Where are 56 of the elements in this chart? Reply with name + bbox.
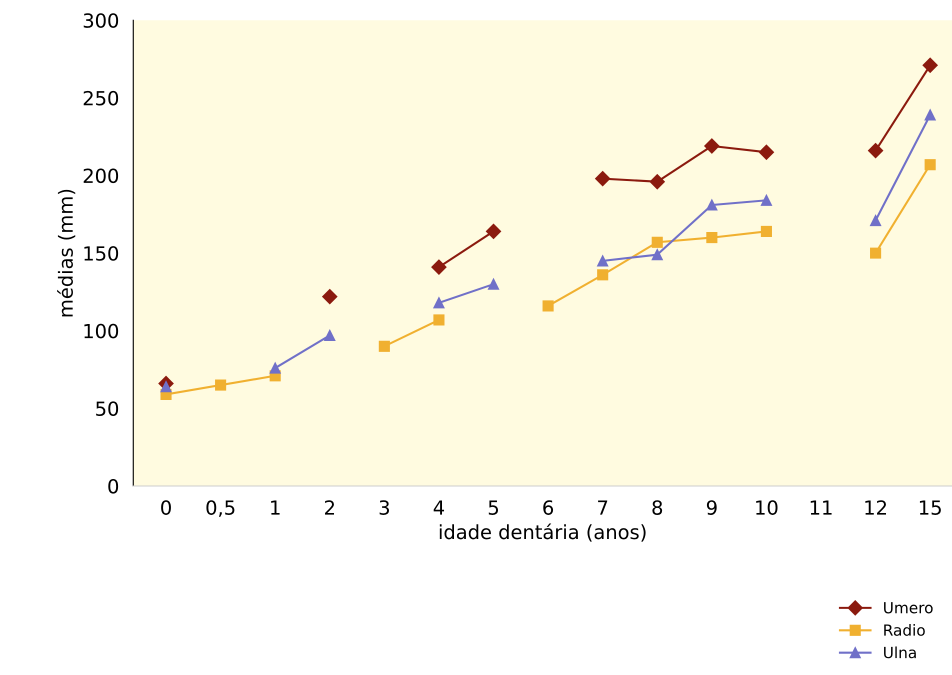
x-tick-label: 1 — [271, 500, 280, 515]
point — [652, 236, 663, 248]
point — [760, 194, 772, 206]
point — [542, 300, 554, 312]
x-tick-label: 8 — [652, 500, 662, 515]
point — [922, 58, 938, 73]
point — [322, 289, 338, 304]
point — [868, 143, 884, 158]
y-tick-label: 300 — [84, 13, 118, 28]
point — [760, 226, 772, 237]
point — [433, 297, 444, 308]
point — [706, 199, 718, 211]
point — [488, 278, 500, 290]
point — [378, 340, 390, 352]
point — [706, 232, 718, 244]
x-tick-label: 2 — [325, 500, 334, 515]
point — [704, 138, 720, 154]
x-tick-label: 0 — [161, 500, 171, 515]
y-tick-label: 0 — [108, 478, 118, 494]
point — [924, 159, 936, 170]
point — [650, 174, 665, 190]
y-tick-label: 200 — [84, 168, 118, 184]
x-tick-label: 5 — [488, 500, 498, 515]
y-tick-label: 50 — [96, 401, 118, 416]
y-axis-title: médias (mm) — [57, 190, 76, 316]
x-tick-label: 11 — [810, 500, 832, 515]
y-tick-label: 150 — [84, 246, 118, 261]
x-tick-label: 10 — [756, 500, 778, 515]
point — [324, 330, 336, 341]
legend-label: Ulna — [884, 646, 916, 658]
point — [597, 255, 608, 266]
x-axis-title: idade dentária (anos) — [440, 523, 646, 542]
point — [433, 314, 444, 326]
point — [431, 260, 447, 275]
x-tick-label: 3 — [380, 500, 389, 515]
x-tick-label: 9 — [706, 500, 717, 515]
legend-label: Umero — [884, 602, 933, 614]
legend-label: Radio — [884, 624, 925, 636]
point — [486, 224, 502, 239]
x-tick-label: 0,5 — [206, 500, 234, 517]
point — [758, 144, 774, 160]
point — [270, 362, 281, 374]
point — [870, 214, 882, 226]
point — [924, 109, 936, 121]
point — [215, 380, 226, 391]
y-tick-label: 100 — [84, 324, 118, 338]
x-tick-label: 7 — [598, 500, 608, 515]
x-tick-label: 15 — [920, 500, 941, 515]
x-tick-label: 12 — [865, 500, 886, 515]
point — [652, 249, 663, 260]
x-tick-label: 4 — [434, 500, 444, 515]
point — [870, 248, 882, 259]
point — [595, 171, 610, 186]
point — [597, 269, 608, 280]
x-tick-label: 6 — [543, 500, 554, 515]
y-tick-label: 250 — [84, 90, 118, 106]
